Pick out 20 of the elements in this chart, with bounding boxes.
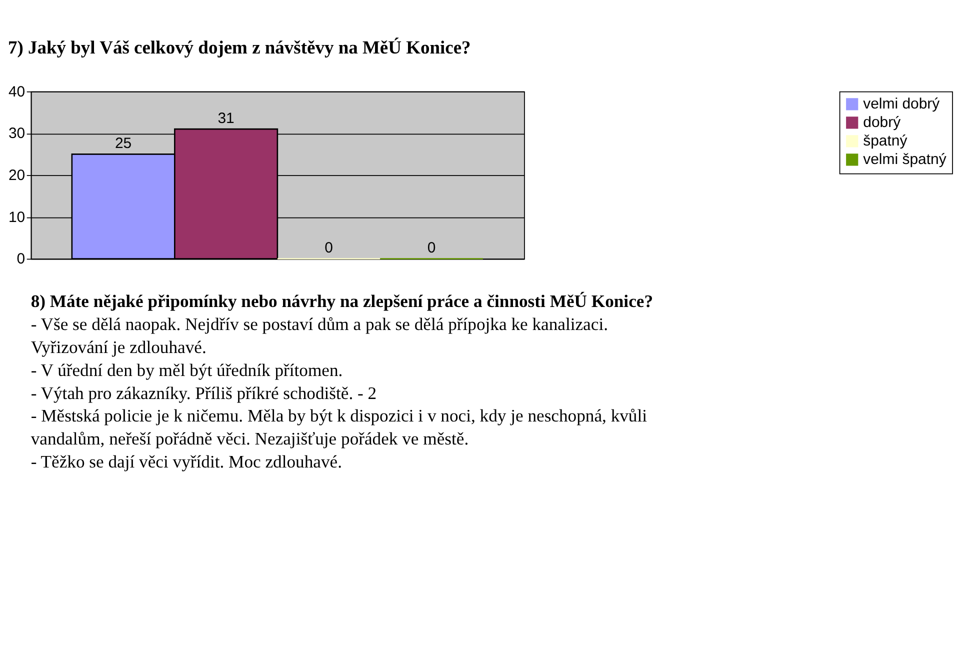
- text: - Výtah pro zákazníky. Příliš příkré schodiště. - 2: [30, 382, 377, 403]
- data-label: 25: [114, 135, 132, 152]
- y-tick-label: 20: [8, 166, 26, 184]
- y-tick-label: 40: [8, 83, 26, 100]
- data-label: 0: [324, 240, 333, 257]
- text: - Vše se dělá naopak. Nejdřív se postaví dům a pak se dělá přípojka ke kanalizaci. Vyřizování je zdlouhavé.: [30, 314, 608, 357]
- data-label: 31: [218, 110, 234, 127]
- y-tick-label: 30: [8, 125, 26, 142]
- y-tick-label: 0: [16, 250, 26, 268]
- text: - V úřední den by měl být úředník přítomen.: [30, 360, 343, 380]
- legend-label: velmi špatný: [863, 151, 947, 168]
- y-tick-label: 10: [8, 208, 26, 226]
- text: 8) Máte nějaké připomínky nebo návrhy na zlepšení práce a činnosti MěÚ Konice?: [30, 291, 654, 312]
- chart-title: 7) Jaký byl Váš celkový dojem z návštěvy na MěÚ Konice?: [8, 38, 471, 58]
- legend-label: velmi dobrý: [863, 96, 940, 113]
- text: - Těžko se dají věci vyřídit. Moc zdlouhavé.: [30, 451, 342, 472]
- data-label: 0: [427, 240, 436, 257]
- legend-label: dobrý: [863, 114, 902, 132]
- text: - Městská policie je k ničemu. Měla by být k dispozici i v noci, kdy je neschopná, kvůli vandalům, neřeší pořádně věci. Nezajišťuje pořádek ve městě.: [30, 406, 648, 449]
- legend-label: špatný: [863, 132, 908, 150]
